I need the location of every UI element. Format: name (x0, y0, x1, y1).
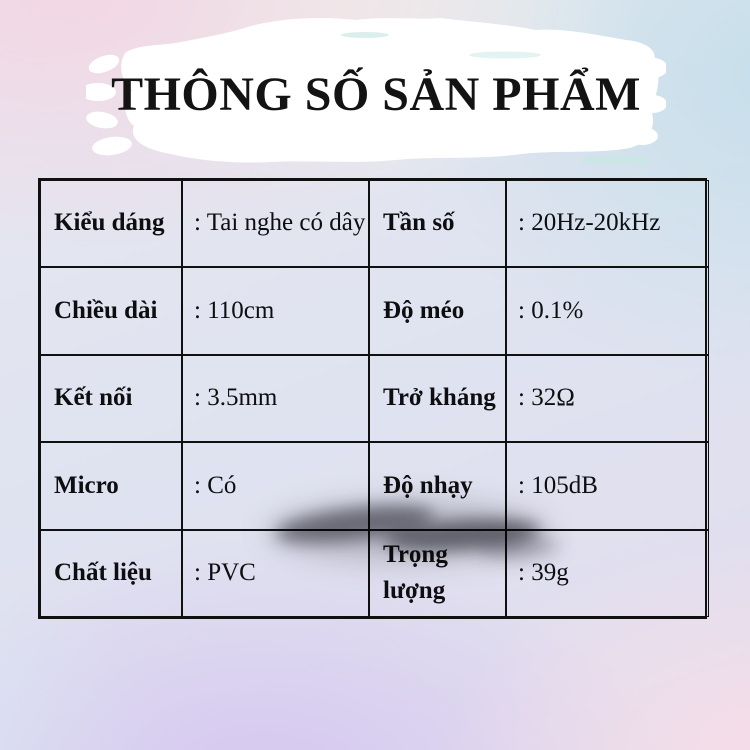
spec-value-mic: : Có (182, 442, 369, 530)
spec-label-weight: Trọng lượng (369, 529, 506, 617)
spec-value-style: : Tai nghe có dây (182, 180, 369, 268)
spec-label-style: Kiểu dáng (40, 180, 182, 268)
spec-value-weight: : 39g (506, 529, 709, 617)
spec-value-sensitivity: : 105dB (506, 442, 709, 530)
spec-label-material: Chất liệu (40, 529, 182, 617)
spec-label-distortion: Độ méo (369, 267, 506, 355)
spec-table: Kiểu dáng : Tai nghe có dây Tần số : 20H… (38, 178, 709, 619)
spec-value-impedance: : 32Ω (506, 354, 709, 443)
brush-stroke-shape (86, 18, 666, 164)
spec-label-impedance: Trở kháng (369, 354, 506, 443)
spec-value-length: : 110cm (182, 267, 369, 355)
spec-label-connector: Kết nối (40, 354, 182, 443)
spec-value-distortion: : 0.1% (506, 267, 709, 355)
teal-streaks (341, 32, 652, 164)
spec-value-material: : PVC (182, 529, 369, 617)
spec-value-frequency: : 20Hz-20kHz (506, 180, 709, 268)
page-title: THÔNG SỐ SẢN PHẨM (111, 67, 641, 121)
spec-value-connector: : 3.5mm (182, 354, 369, 443)
spec-label-mic: Micro (40, 442, 182, 530)
title-banner: THÔNG SỐ SẢN PHẨM (86, 12, 666, 170)
spec-label-frequency: Tần số (369, 180, 506, 268)
spec-label-sensitivity: Độ nhạy (369, 442, 506, 530)
spec-label-length: Chiều dài (40, 267, 182, 355)
